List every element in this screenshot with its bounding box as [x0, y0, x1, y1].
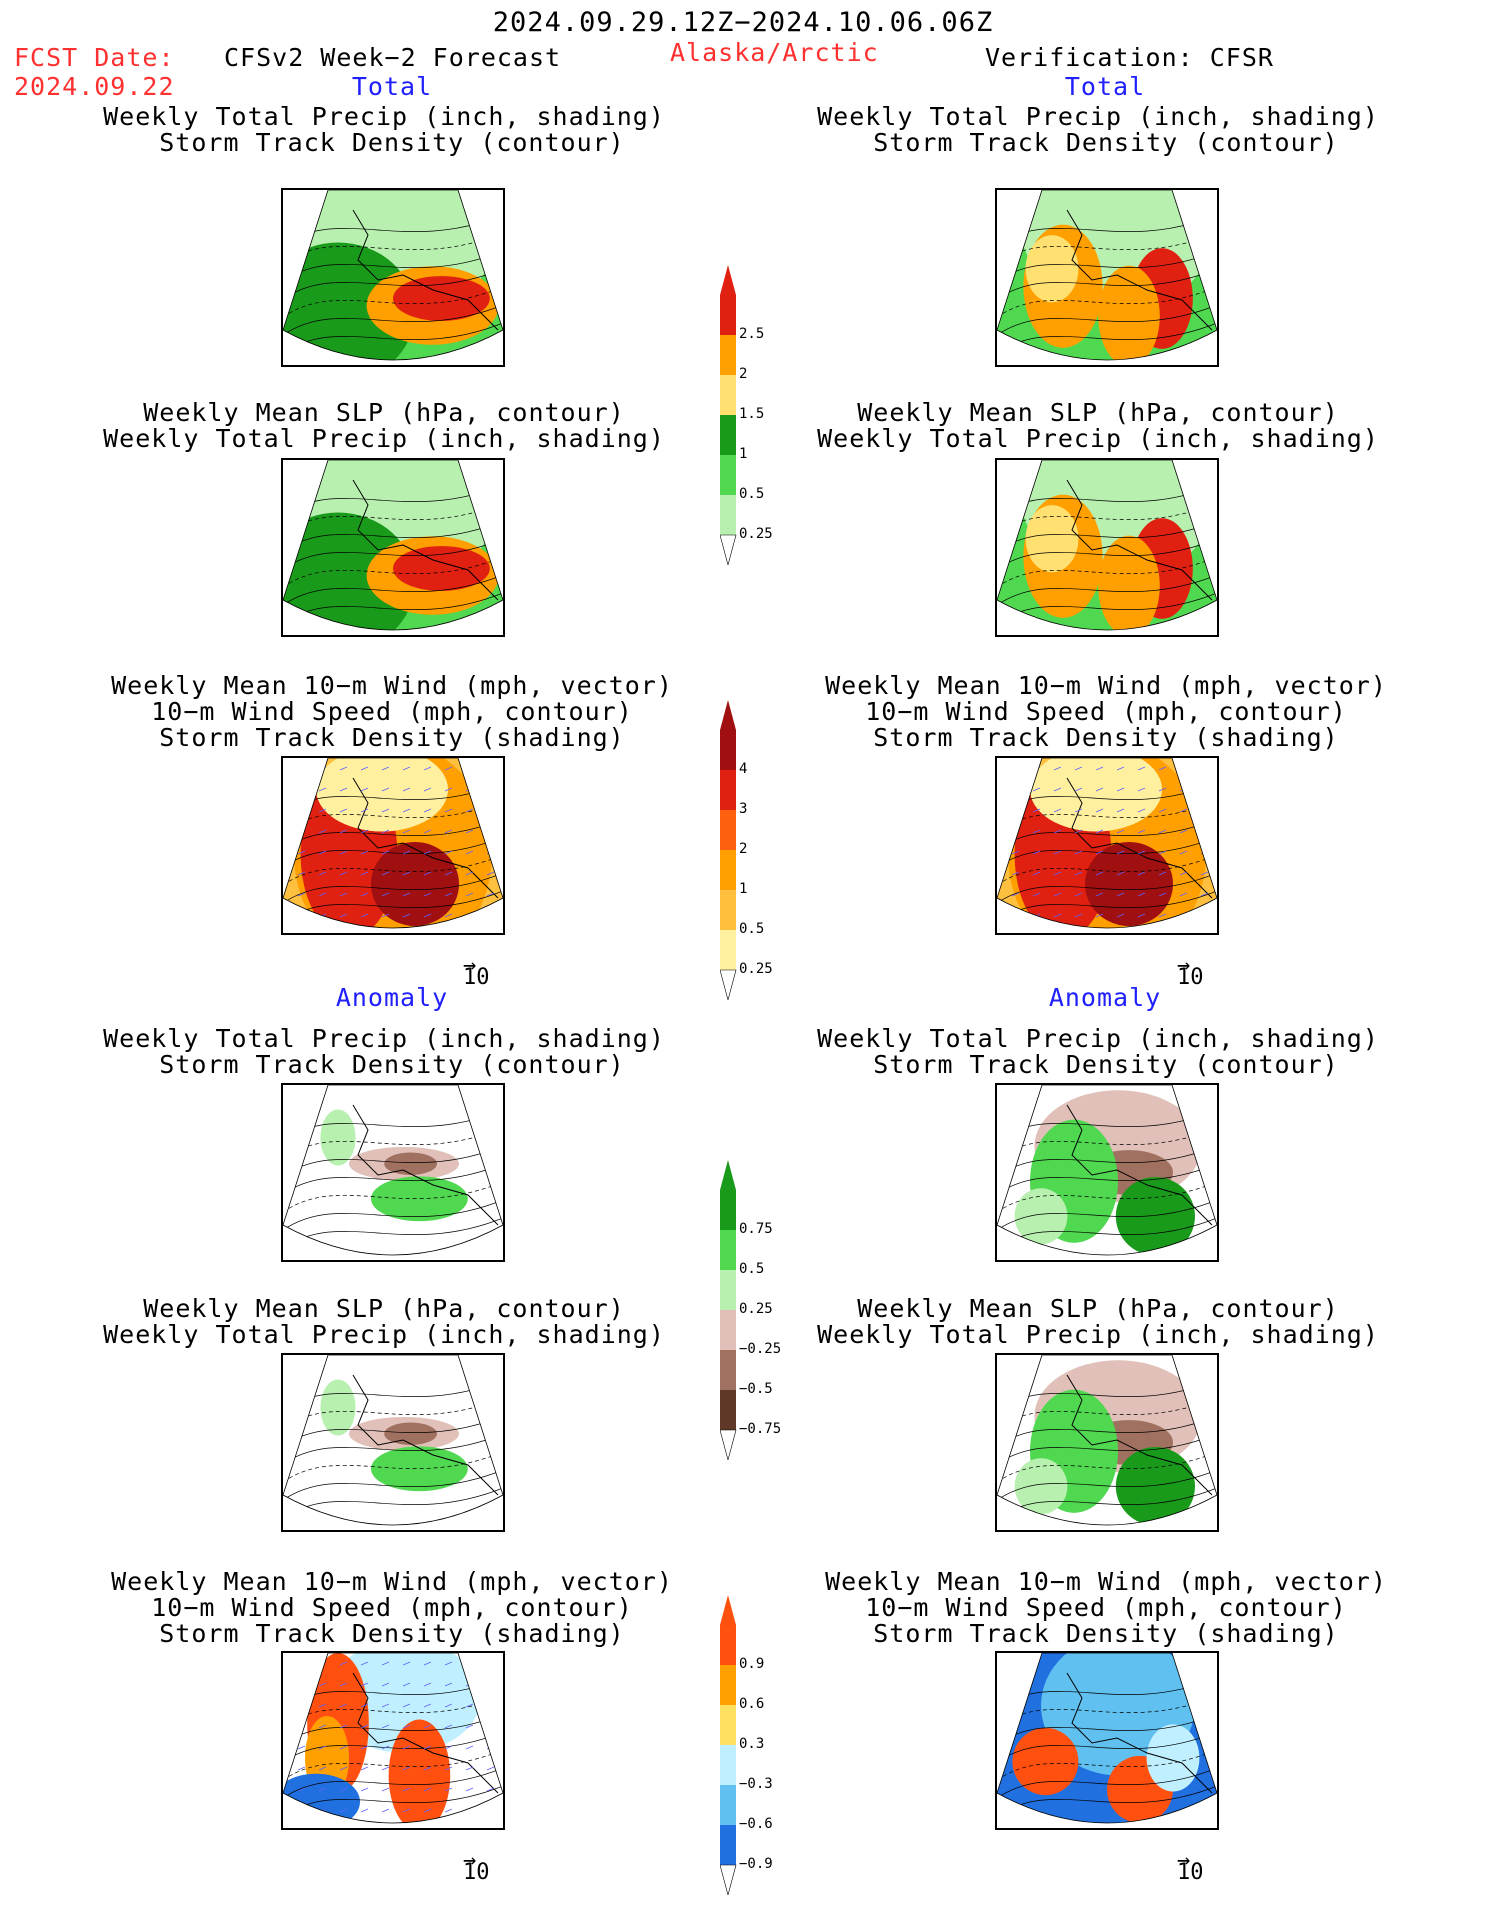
panel-title-line: Storm Track Density (shading) — [159, 1619, 625, 1648]
colorbar-tick-label: 0.3 — [739, 1736, 765, 1752]
colorbar-tick-label: −0.5 — [739, 1381, 773, 1397]
section-anomaly-left: Anomaly — [335, 983, 449, 1012]
colorbar-tick-label: 0.25 — [739, 1301, 773, 1317]
date-range-title: 2024.09.29.12Z−2024.10.06.06Z — [492, 7, 994, 38]
panel-title-line: Weekly Mean SLP (hPa, contour) — [143, 1294, 625, 1323]
panel-title-line: Weekly Total Precip (inch, shading) — [817, 102, 1379, 131]
colorbar-tick-label: 2 — [739, 841, 748, 857]
colorbar-tick-label: 1 — [739, 446, 748, 462]
panel-title-line: Weekly Mean SLP (hPa, contour) — [143, 398, 625, 427]
colorbar-storm-total: 4 3 2 1 0.5 0.25 — [719, 700, 790, 1002]
panel-title-line: Weekly Total Precip (inch, shading) — [817, 1320, 1379, 1349]
colorbar-tick-label: 4 — [739, 761, 748, 777]
vector-ref-label: 10 — [1177, 1860, 1204, 1885]
panel-title-line: Weekly Total Precip (inch, shading) — [103, 424, 665, 453]
colorbar-tick-label: 2 — [739, 366, 748, 382]
vector-arrow-icon: → — [463, 1848, 477, 1873]
colorbar-tick-label: −0.75 — [739, 1421, 782, 1437]
region-title: Alaska/Arctic — [670, 38, 879, 67]
vector-ref-label: 10 — [463, 1860, 490, 1885]
fcst-date-label: FCST Date: — [14, 43, 175, 72]
map-panel-obs-wind-total — [995, 756, 1219, 935]
colorbar-tick-label: −0.3 — [739, 1776, 773, 1792]
colorbar-tick-label: 0.5 — [739, 486, 765, 502]
section-total-left: Total — [351, 72, 433, 101]
map-panel-obs-precip-storm-total — [995, 188, 1219, 367]
section-anomaly-right: Anomaly — [1048, 983, 1162, 1012]
colorbar-tick-label: 3 — [739, 801, 748, 817]
panel-title-line: Weekly Mean SLP (hPa, contour) — [857, 1294, 1339, 1323]
map-panel-fcst-slp-precip-anomaly — [281, 1353, 505, 1532]
panel-title-line: 10−m Wind Speed (mph, contour) — [865, 1593, 1347, 1622]
panel-title-line: Storm Track Density (shading) — [873, 723, 1339, 752]
colorbar-tick-label: 2.5 — [739, 326, 765, 342]
map-panel-fcst-wind-anomaly — [281, 1651, 505, 1830]
panel-title-line: Storm Track Density (contour) — [873, 128, 1339, 157]
vector-arrow-icon: → — [1177, 953, 1191, 978]
colorbar-tick-label: 1 — [739, 881, 748, 897]
colorbar-tick-label: 0.25 — [739, 961, 773, 977]
panel-title-line: Storm Track Density (contour) — [159, 128, 625, 157]
panel-title-line: Storm Track Density (shading) — [159, 723, 625, 752]
colorbar-precip-total: 2.5 2 1.5 1 0.5 0.25 — [719, 265, 790, 567]
colorbar-precip-anomaly: 0.75 0.5 0.25 −0.25 −0.5 −0.75 — [719, 1160, 790, 1462]
panel-title-line: Weekly Total Precip (inch, shading) — [103, 102, 665, 131]
model-title: CFSv2 Week−2 Forecast — [224, 43, 562, 72]
colorbar-tick-label: 0.25 — [739, 526, 773, 542]
colorbar-tick-label: 1.5 — [739, 406, 765, 422]
colorbar-tick-label: 0.75 — [739, 1221, 773, 1237]
panel-title-line: 10−m Wind Speed (mph, contour) — [151, 1593, 633, 1622]
panel-title-line: Weekly Mean 10−m Wind (mph, vector) — [111, 671, 673, 700]
panel-title-line: Weekly Mean 10−m Wind (mph, vector) — [825, 1567, 1387, 1596]
colorbar-tick-label: 0.6 — [739, 1696, 765, 1712]
map-panel-obs-wind-anomaly — [995, 1651, 1219, 1830]
map-panel-fcst-precip-storm-total — [281, 188, 505, 367]
verification-title: Verification: CFSR — [985, 43, 1274, 72]
vector-arrow-icon: → — [1177, 1848, 1191, 1873]
panel-title-line: Weekly Total Precip (inch, shading) — [817, 424, 1379, 453]
map-panel-obs-precip-storm-anomaly — [995, 1083, 1219, 1262]
panel-title-line: 10−m Wind Speed (mph, contour) — [151, 697, 633, 726]
colorbar-tick-label: −0.25 — [739, 1341, 782, 1357]
fcst-date-value: 2024.09.22 — [14, 72, 175, 101]
panel-title-line: Storm Track Density (shading) — [873, 1619, 1339, 1648]
colorbar-tick-label: 0.9 — [739, 1656, 765, 1672]
colorbar-tick-label: −0.9 — [739, 1856, 773, 1872]
panel-title-line: 10−m Wind Speed (mph, contour) — [865, 697, 1347, 726]
panel-title-line: Weekly Mean 10−m Wind (mph, vector) — [111, 1567, 673, 1596]
colorbar-tick-label: 0.5 — [739, 921, 765, 937]
map-panel-fcst-slp-precip-total — [281, 458, 505, 637]
colorbar-storm-anomaly: 0.9 0.6 0.3 −0.3 −0.6 −0.9 — [719, 1595, 790, 1897]
colorbar-tick-label: −0.6 — [739, 1816, 773, 1832]
map-panel-fcst-wind-total — [281, 756, 505, 935]
panel-title-line: Storm Track Density (contour) — [873, 1050, 1339, 1079]
vector-arrow-icon: → — [463, 953, 477, 978]
colorbar-tick-label: 0.5 — [739, 1261, 765, 1277]
section-total-right: Total — [1064, 72, 1146, 101]
map-panel-fcst-precip-storm-anomaly — [281, 1083, 505, 1262]
map-panel-obs-slp-precip-anomaly — [995, 1353, 1219, 1532]
panel-title-line: Weekly Total Precip (inch, shading) — [103, 1320, 665, 1349]
panel-title-line: Weekly Total Precip (inch, shading) — [103, 1024, 665, 1053]
vector-ref-label: 10 — [1177, 965, 1204, 990]
vector-ref-label: 10 — [463, 965, 490, 990]
map-panel-obs-slp-precip-total — [995, 458, 1219, 637]
panel-title-line: Storm Track Density (contour) — [159, 1050, 625, 1079]
panel-title-line: Weekly Total Precip (inch, shading) — [817, 1024, 1379, 1053]
panel-title-line: Weekly Mean SLP (hPa, contour) — [857, 398, 1339, 427]
panel-title-line: Weekly Mean 10−m Wind (mph, vector) — [825, 671, 1387, 700]
